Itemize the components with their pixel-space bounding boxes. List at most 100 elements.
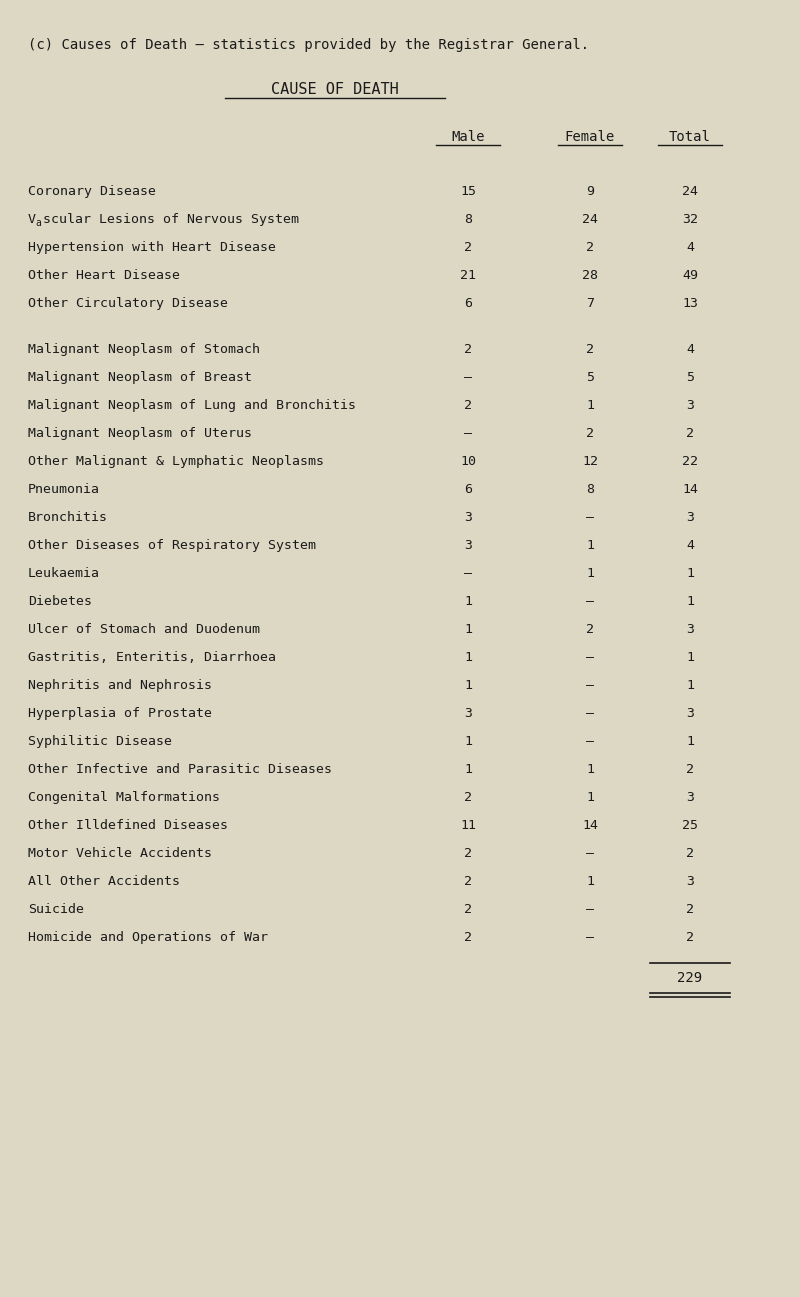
Text: 6: 6 [464,482,472,495]
Text: Other Circulatory Disease: Other Circulatory Disease [28,297,228,310]
Text: 2: 2 [686,847,694,860]
Text: 24: 24 [682,185,698,198]
Text: 11: 11 [460,818,476,831]
Text: 1: 1 [464,623,472,636]
Text: Pneumonia: Pneumonia [28,482,100,495]
Text: –: – [586,735,594,748]
Text: 22: 22 [682,455,698,468]
Text: –: – [586,903,594,916]
Text: 3: 3 [686,875,694,888]
Text: Gastritis, Enteritis, Diarrhoea: Gastritis, Enteritis, Diarrhoea [28,651,276,664]
Text: Suicide: Suicide [28,903,84,916]
Text: 2: 2 [686,931,694,944]
Text: Coronary Disease: Coronary Disease [28,185,156,198]
Text: 13: 13 [682,297,698,310]
Text: 8: 8 [464,213,472,226]
Text: 3: 3 [686,791,694,804]
Text: 1: 1 [586,791,594,804]
Text: –: – [464,427,472,440]
Text: 3: 3 [464,511,472,524]
Text: 3: 3 [464,707,472,720]
Text: –: – [464,371,472,384]
Text: Other Illdefined Diseases: Other Illdefined Diseases [28,818,228,831]
Text: Male: Male [451,130,485,144]
Text: Malignant Neoplasm of Breast: Malignant Neoplasm of Breast [28,371,252,384]
Text: 25: 25 [682,818,698,831]
Text: 3: 3 [686,623,694,636]
Text: All Other Accidents: All Other Accidents [28,875,180,888]
Text: 10: 10 [460,455,476,468]
Text: 4: 4 [686,241,694,254]
Text: 1: 1 [464,735,472,748]
Text: 14: 14 [582,818,598,831]
Text: –: – [586,511,594,524]
Text: 6: 6 [464,297,472,310]
Text: 1: 1 [464,763,472,776]
Text: 3: 3 [686,399,694,412]
Text: 1: 1 [686,680,694,693]
Text: Total: Total [669,130,711,144]
Text: 2: 2 [464,903,472,916]
Text: Leukaemia: Leukaemia [28,567,100,580]
Text: Hypertension with Heart Disease: Hypertension with Heart Disease [28,241,276,254]
Text: 15: 15 [460,185,476,198]
Text: Other Infective and Parasitic Diseases: Other Infective and Parasitic Diseases [28,763,332,776]
Text: 1: 1 [586,875,594,888]
Text: –: – [586,680,594,693]
Text: Other Heart Disease: Other Heart Disease [28,268,180,281]
Text: –: – [586,595,594,608]
Text: Hyperplasia of Prostate: Hyperplasia of Prostate [28,707,212,720]
Text: 5: 5 [586,371,594,384]
Text: 28: 28 [582,268,598,281]
Text: Malignant Neoplasm of Lung and Bronchitis: Malignant Neoplasm of Lung and Bronchiti… [28,399,356,412]
Text: 2: 2 [464,342,472,355]
Text: Congenital Malformations: Congenital Malformations [28,791,220,804]
Text: –: – [586,847,594,860]
Text: Homicide and Operations of War: Homicide and Operations of War [28,931,268,944]
Text: –: – [586,707,594,720]
Text: Motor Vehicle Accidents: Motor Vehicle Accidents [28,847,212,860]
Text: –: – [464,567,472,580]
Text: 9: 9 [586,185,594,198]
Text: 2: 2 [586,427,594,440]
Text: Female: Female [565,130,615,144]
Text: 1: 1 [464,680,472,693]
Text: Other Diseases of Respiratory System: Other Diseases of Respiratory System [28,540,316,553]
Text: 1: 1 [586,399,594,412]
Text: 2: 2 [586,342,594,355]
Text: Diebetes: Diebetes [28,595,92,608]
Text: CAUSE OF DEATH: CAUSE OF DEATH [271,82,399,97]
Text: a: a [35,218,42,228]
Text: 1: 1 [464,595,472,608]
Text: 2: 2 [464,875,472,888]
Text: 1: 1 [586,540,594,553]
Text: Nephritis and Nephrosis: Nephritis and Nephrosis [28,680,212,693]
Text: –: – [586,651,594,664]
Text: 1: 1 [586,763,594,776]
Text: Malignant Neoplasm of Uterus: Malignant Neoplasm of Uterus [28,427,252,440]
Text: Ulcer of Stomach and Duodenum: Ulcer of Stomach and Duodenum [28,623,260,636]
Text: 2: 2 [586,623,594,636]
Text: 2: 2 [464,847,472,860]
Text: 2: 2 [464,241,472,254]
Text: 2: 2 [586,241,594,254]
Text: 1: 1 [464,651,472,664]
Text: 32: 32 [682,213,698,226]
Text: 14: 14 [682,482,698,495]
Text: 2: 2 [464,931,472,944]
Text: 49: 49 [682,268,698,281]
Text: Syphilitic Disease: Syphilitic Disease [28,735,172,748]
Text: 1: 1 [586,567,594,580]
Text: 2: 2 [686,903,694,916]
Text: 3: 3 [686,707,694,720]
Text: 1: 1 [686,567,694,580]
Text: scular Lesions of Nervous System: scular Lesions of Nervous System [43,213,299,226]
Text: 2: 2 [464,399,472,412]
Text: –: – [586,931,594,944]
Text: 8: 8 [586,482,594,495]
Text: 2: 2 [686,427,694,440]
Text: V: V [28,213,36,226]
Text: (c) Causes of Death – statistics provided by the Registrar General.: (c) Causes of Death – statistics provide… [28,38,589,52]
Text: 2: 2 [686,763,694,776]
Text: 2: 2 [464,791,472,804]
